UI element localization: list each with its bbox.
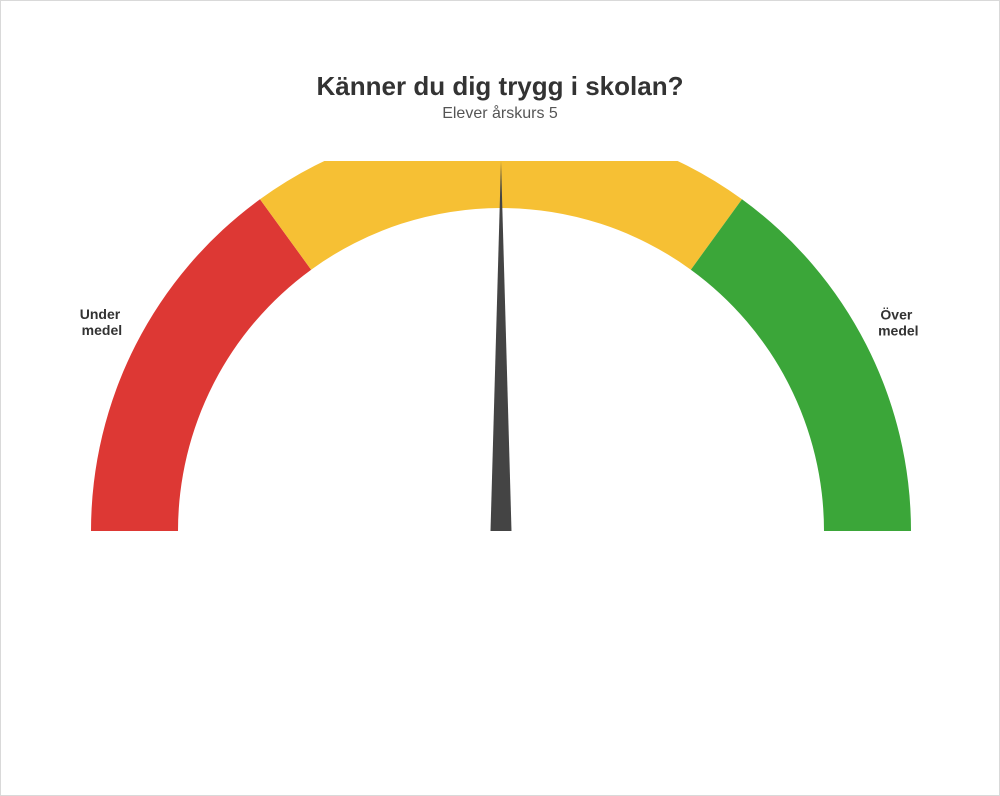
chart-title: Känner du dig trygg i skolan? <box>1 71 999 102</box>
gauge-needle <box>491 161 512 531</box>
chart-frame: Känner du dig trygg i skolan? Elever års… <box>0 0 1000 796</box>
gauge-chart: Under medel Medel Över medel <box>1 161 999 721</box>
label-under-medel: Under medel <box>80 306 124 338</box>
needle-pointer <box>491 161 512 531</box>
segment-over-medel <box>691 199 911 531</box>
label-over-medel: Över medel <box>878 307 918 339</box>
segment-under-medel <box>91 199 311 531</box>
chart-subtitle: Elever årskurs 5 <box>1 105 999 123</box>
